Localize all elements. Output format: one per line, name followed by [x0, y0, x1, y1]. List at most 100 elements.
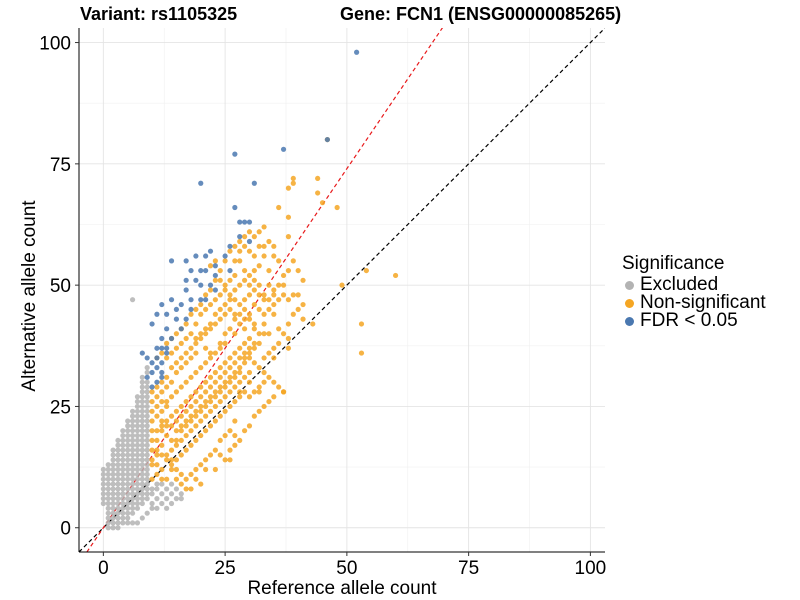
point-non-significant — [212, 321, 218, 327]
point-non-significant — [203, 457, 209, 463]
point-excluded — [125, 500, 131, 507]
point-non-significant — [358, 350, 365, 356]
point-non-significant — [198, 403, 204, 410]
point-non-significant — [241, 389, 248, 395]
point-excluded — [125, 481, 131, 487]
point-non-significant — [188, 374, 194, 380]
point-excluded — [105, 481, 111, 487]
point-non-significant — [290, 175, 296, 182]
point-excluded — [159, 491, 165, 497]
point-non-significant — [217, 292, 223, 298]
point-excluded — [144, 369, 150, 376]
point-non-significant — [212, 466, 218, 473]
point-fdr — [159, 369, 165, 376]
point-non-significant — [217, 437, 223, 444]
point-excluded — [178, 491, 184, 497]
point-fdr — [168, 297, 175, 303]
point-excluded — [178, 496, 184, 502]
point-non-significant — [227, 389, 233, 395]
point-non-significant — [237, 355, 243, 361]
point-non-significant — [392, 272, 399, 279]
legend-swatch-fdr — [625, 316, 634, 326]
point-non-significant — [251, 301, 257, 308]
point-non-significant — [183, 398, 189, 405]
point-non-significant — [285, 297, 292, 303]
point-excluded — [149, 500, 155, 507]
point-non-significant — [207, 263, 214, 269]
point-non-significant — [173, 418, 180, 424]
point-excluded — [120, 471, 126, 477]
point-non-significant — [203, 389, 209, 395]
point-non-significant — [222, 301, 228, 308]
point-non-significant — [217, 452, 223, 458]
point-non-significant — [310, 321, 316, 327]
point-non-significant — [285, 214, 292, 220]
point-excluded — [144, 389, 150, 395]
point-excluded — [110, 486, 116, 492]
point-non-significant — [241, 428, 248, 434]
point-non-significant — [159, 398, 165, 405]
point-non-significant — [222, 311, 228, 317]
point-non-significant — [207, 374, 214, 380]
point-non-significant — [280, 389, 287, 395]
point-fdr — [164, 326, 170, 332]
point-non-significant — [251, 321, 257, 327]
point-non-significant — [154, 471, 160, 477]
point-excluded — [115, 505, 121, 511]
point-fdr — [212, 272, 218, 279]
point-non-significant — [251, 389, 257, 395]
y-tick-label: 75 — [50, 155, 71, 176]
point-fdr — [237, 234, 243, 240]
point-fdr — [154, 365, 160, 371]
point-excluded — [120, 505, 126, 511]
point-fdr — [173, 316, 180, 322]
point-non-significant — [212, 258, 218, 264]
point-non-significant — [207, 287, 214, 293]
point-non-significant — [159, 452, 165, 458]
point-non-significant — [251, 360, 257, 366]
point-non-significant — [212, 447, 218, 453]
point-non-significant — [168, 447, 175, 453]
point-non-significant — [217, 389, 223, 395]
point-non-significant — [241, 267, 248, 274]
point-non-significant — [246, 335, 253, 342]
point-non-significant — [280, 272, 287, 279]
point-fdr — [232, 151, 238, 157]
point-excluded — [125, 457, 131, 463]
legend-item-excluded: Excluded — [622, 274, 766, 295]
point-non-significant — [183, 447, 189, 453]
point-excluded — [129, 408, 136, 414]
point-non-significant — [237, 301, 243, 308]
legend-item-non-significant: Non-significant — [622, 292, 766, 313]
legend-title: Significance — [622, 253, 725, 274]
point-excluded — [115, 466, 121, 473]
point-non-significant — [178, 452, 184, 458]
point-non-significant — [246, 311, 253, 317]
point-non-significant — [290, 258, 296, 264]
point-excluded — [144, 365, 150, 371]
point-fdr — [207, 248, 214, 254]
point-excluded — [139, 437, 145, 444]
point-non-significant — [164, 452, 170, 458]
point-excluded — [159, 481, 165, 487]
point-excluded — [129, 500, 136, 507]
point-excluded — [100, 500, 106, 507]
point-non-significant — [241, 374, 248, 380]
point-excluded — [168, 500, 175, 507]
point-non-significant — [149, 389, 155, 395]
point-non-significant — [198, 331, 204, 337]
point-non-significant — [290, 292, 296, 298]
point-excluded — [129, 496, 136, 502]
point-non-significant — [227, 428, 233, 434]
point-non-significant — [183, 408, 189, 414]
point-excluded — [144, 384, 150, 390]
point-non-significant — [149, 457, 155, 463]
point-excluded — [144, 452, 150, 458]
point-non-significant — [154, 394, 160, 400]
point-fdr — [164, 311, 170, 317]
point-non-significant — [276, 326, 282, 332]
point-excluded — [129, 432, 136, 439]
point-non-significant — [198, 335, 204, 342]
point-fdr — [149, 384, 155, 390]
point-non-significant — [207, 301, 214, 308]
